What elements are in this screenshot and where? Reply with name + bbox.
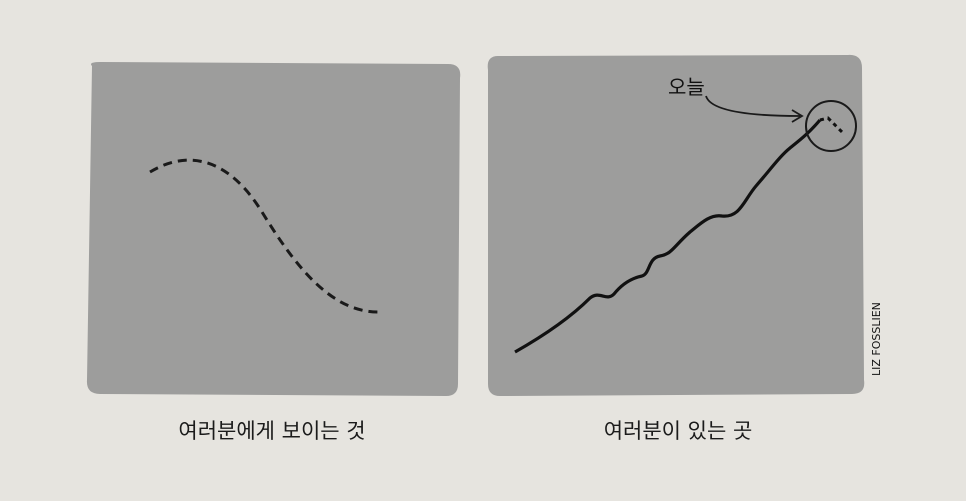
actual-path (514, 118, 822, 354)
caption: 여러분이 있는 곳 (604, 419, 753, 443)
annotation-arrow (705, 95, 801, 117)
right-panel (487, 54, 865, 396)
today-circle (805, 100, 857, 152)
today-peak (819, 116, 846, 136)
annotation: 오늘 (668, 75, 705, 99)
credit: LIZ FOSSLIEN (870, 302, 883, 376)
caption: 여러분에게 보이는 것 (178, 419, 365, 443)
arrow-head (791, 109, 804, 123)
